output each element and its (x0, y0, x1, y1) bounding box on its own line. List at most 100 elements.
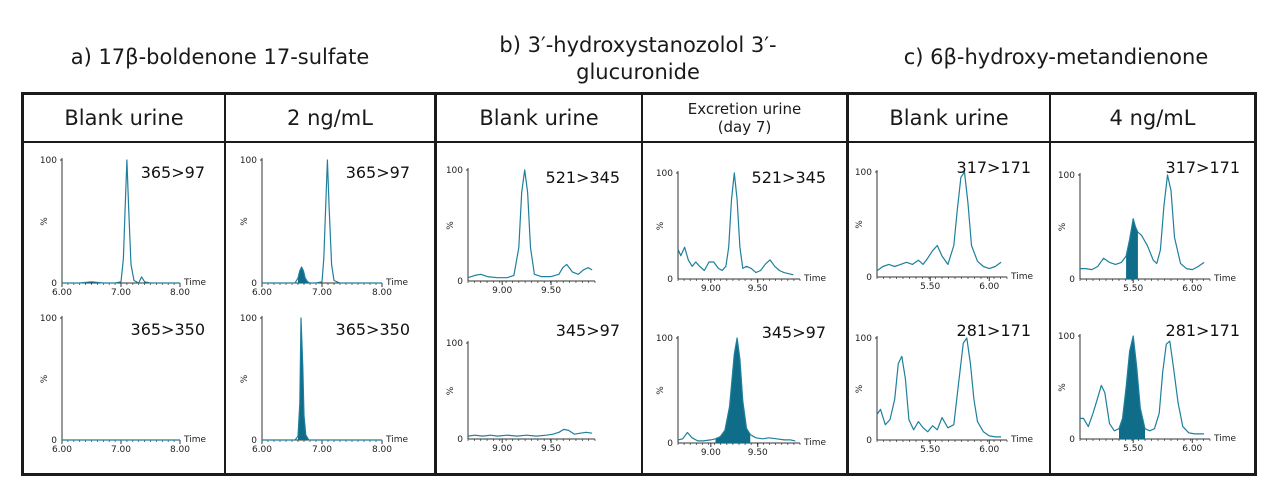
panel-8-x-axis-label: Time (803, 438, 826, 448)
panel-11-x-tick-label: 6.00 (1182, 284, 1202, 294)
panel-8-transition-label: 345>97 (762, 323, 826, 342)
panel-4-transition-label: 365>350 (336, 320, 410, 339)
column-divider-1 (224, 95, 226, 473)
panel-6-x-tick-label: 9.00 (492, 444, 512, 454)
panel-7-x-tick-label: 9.50 (748, 284, 768, 294)
panel-5-y-axis-label: % (446, 221, 456, 230)
panel-3-x-tick-label: 6.00 (252, 288, 272, 298)
panel-11-trace-line (1080, 174, 1205, 271)
panel-6-transition-label: 345>97 (556, 321, 620, 340)
panel-11-x-tick-label: 5.50 (1123, 284, 1143, 294)
column-divider-2 (434, 95, 437, 473)
panel-5-transition-label: 521>345 (546, 168, 620, 187)
panel-4-y-axis-label: % (240, 374, 250, 383)
panel-8-filled-peak (715, 338, 751, 443)
panel-4-x-tick-label: 6.00 (252, 445, 272, 455)
panel-1-x-tick-label: 7.00 (111, 288, 131, 298)
panel-3-transition-label: 365>97 (346, 163, 410, 182)
panel-1-x-tick-label: 6.00 (52, 288, 72, 298)
column-divider-4 (846, 95, 849, 473)
panel-8-x-tick-label: 9.00 (701, 448, 721, 458)
panel-9-y-tick-label-100: 100 (855, 168, 872, 178)
panel-10-x-tick-label: 5.50 (920, 445, 940, 455)
panel-4-x-tick-label: 8.00 (372, 445, 392, 455)
panel-3-y-tick-label-0: 0 (251, 279, 257, 289)
panel-10-x-tick-label: 6.00 (979, 445, 999, 455)
panel-1-y-tick-label-0: 0 (51, 279, 57, 289)
chromatogram-grid: Blank urine 2 ng/mL Blank urine Excretio… (21, 92, 1257, 476)
panel-9-x-axis-label: Time (1010, 272, 1033, 282)
panel-11-transition-label: 317>171 (1166, 158, 1240, 177)
header-divider (24, 141, 1254, 143)
panel-3-y-axis-label: % (240, 217, 250, 226)
panel-7-trace-line (677, 172, 794, 276)
panel-7-x-axis-label: Time (803, 274, 826, 284)
panel-8-x-tick-label: 9.50 (748, 448, 768, 458)
panel-10-y-tick-label-0: 0 (866, 436, 872, 446)
panel-11-y-tick-label-100: 100 (1058, 171, 1075, 181)
panel-6-x-tick-label: 9.50 (541, 444, 561, 454)
panel-9-trace-line (876, 171, 1002, 272)
panel-6-y-axis-label: % (446, 386, 456, 395)
panel-2-x-tick-label: 8.00 (170, 445, 190, 455)
panel-6-y-tick-label-0: 0 (457, 435, 463, 445)
panel-5-x-tick-label: 9.50 (541, 286, 561, 296)
group-title-c: c) 6β-hydroxy-metandienone (903, 45, 1209, 69)
panel-1-y-tick-label-100: 100 (40, 156, 57, 166)
panel-4-trace-line (262, 317, 382, 441)
panel-12-y-axis-label: % (1058, 383, 1068, 392)
panel-12-y-tick-label-100: 100 (1058, 332, 1075, 342)
panel-12-x-tick-label: 6.00 (1182, 444, 1202, 454)
panel-2-x-tick-label: 7.00 (111, 445, 131, 455)
panel-10-y-tick-label-100: 100 (855, 334, 872, 344)
panel-1-x-axis-label: Time (183, 278, 206, 288)
column-header-3: Blank urine (479, 106, 599, 130)
panel-7-transition-label: 521>345 (752, 168, 826, 187)
panel-9-x-tick-label: 6.00 (979, 282, 999, 292)
panel-9-y-axis-label: % (855, 220, 865, 229)
panel-11-filled-peak (1126, 218, 1138, 279)
column-header-5: Blank urine (889, 106, 1009, 130)
panel-12-filled-peak (1119, 336, 1145, 439)
panel-12-transition-label: 281>171 (1166, 321, 1240, 340)
group-title-a: a) 17β-boldenone 17-sulfate (70, 45, 370, 69)
panel-7-y-tick-label-0: 0 (667, 275, 673, 285)
column-header-2: 2 ng/mL (287, 106, 373, 130)
panel-3-y-tick-label-100: 100 (240, 156, 257, 166)
panel-7-y-tick-label-100: 100 (656, 169, 673, 179)
panel-2-transition-label: 365>350 (131, 320, 205, 339)
panel-10-y-axis-label: % (855, 384, 865, 393)
panel-4-x-axis-label: Time (385, 435, 408, 445)
panel-8-y-axis-label: % (656, 386, 666, 395)
panel-8-y-tick-label-100: 100 (656, 334, 673, 344)
panel-1-x-tick-label: 8.00 (170, 288, 190, 298)
panel-3-x-tick-label: 8.00 (372, 288, 392, 298)
column-header-1: Blank urine (64, 106, 184, 130)
panel-9-x-tick-label: 5.50 (920, 282, 940, 292)
panel-2-y-tick-label-100: 100 (40, 314, 57, 324)
panel-11-y-tick-label-0: 0 (1069, 275, 1075, 285)
panel-4-x-tick-label: 7.00 (312, 445, 332, 455)
panel-1-trace-line (62, 159, 180, 284)
panel-2-y-axis-label: % (40, 374, 50, 383)
group-title-b: b) 3′-hydroxystanozolol 3′- glucuronide (499, 33, 777, 84)
panel-9-transition-label: 317>171 (957, 158, 1031, 177)
panel-5-y-tick-label-0: 0 (457, 277, 463, 287)
panel-12-trace-line (1080, 335, 1205, 435)
panel-1-y-axis-label: % (40, 217, 50, 226)
panel-12-x-axis-label: Time (1213, 434, 1236, 444)
panel-10-transition-label: 281>171 (957, 321, 1031, 340)
panel-2-x-tick-label: 6.00 (52, 445, 72, 455)
panel-11-x-axis-label: Time (1213, 274, 1236, 284)
panel-7-x-tick-label: 9.00 (701, 284, 721, 294)
panel-5-y-tick-label-100: 100 (446, 166, 463, 176)
panel-4-y-tick-label-100: 100 (240, 314, 257, 324)
panel-5-trace-line (467, 169, 593, 279)
panel-7-y-axis-label: % (656, 221, 666, 230)
panel-8-trace-line (677, 337, 796, 442)
panel-2-x-axis-label: Time (183, 435, 206, 445)
panel-3-x-axis-label: Time (385, 278, 408, 288)
panel-11-y-axis-label: % (1058, 222, 1068, 231)
column-divider-5 (1049, 95, 1051, 473)
